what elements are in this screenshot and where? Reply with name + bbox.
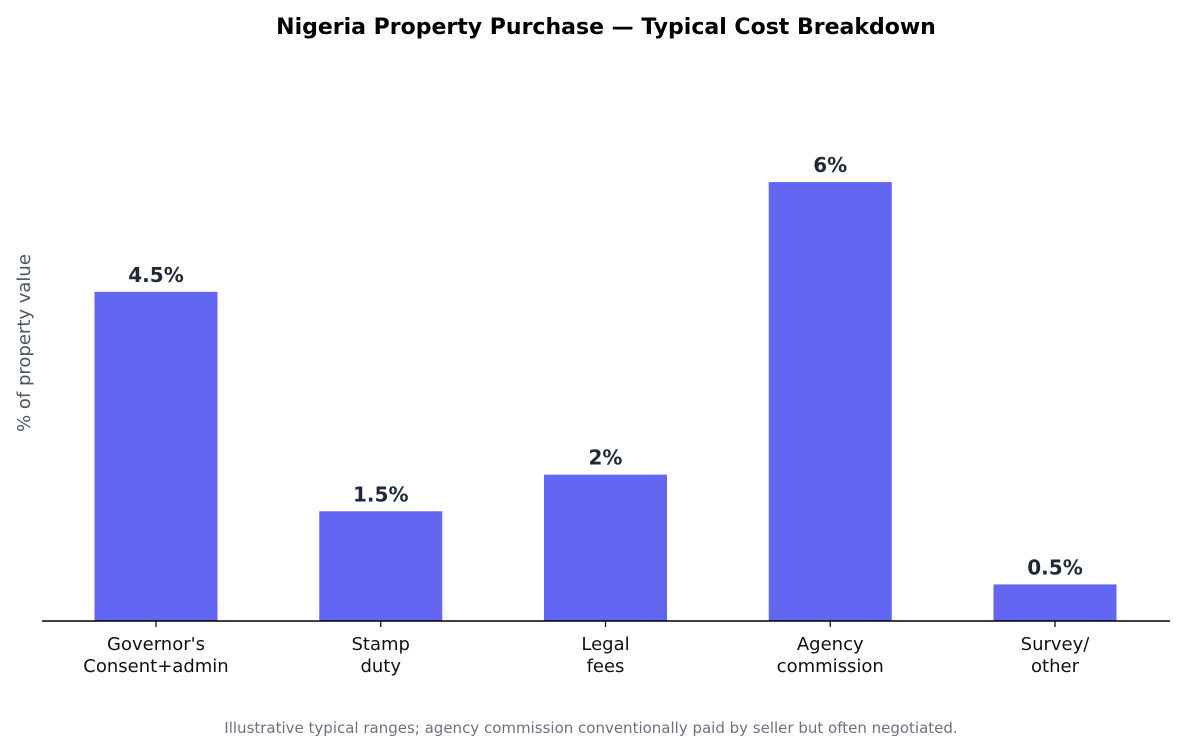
bar-value-label: 0.5% <box>1027 555 1082 579</box>
x-tick-label: Survey/other <box>1021 634 1091 677</box>
bar-value-label: 2% <box>589 446 623 470</box>
x-axis-ticks: Governor's Consent+admin Stamp duty Legal fee… <box>83 621 1090 677</box>
x-tick-label-line: Agency <box>797 634 864 655</box>
x-tick-label: Governor's Consent+admin <box>83 634 228 677</box>
x-tick-label-line: duty <box>360 656 401 677</box>
x-tick-label-line: other <box>1031 656 1080 677</box>
x-tick-label-line: Legal <box>581 634 629 655</box>
y-axis-label: % of property value <box>14 254 35 432</box>
bar <box>768 182 892 622</box>
x-tick-label-line: Survey/ <box>1021 634 1091 655</box>
x-tick-label: Legal fees <box>581 634 629 677</box>
x-tick-label: Agency commission <box>777 634 884 677</box>
chart-title: Nigeria Property Purchase — Typical Cost… <box>276 15 936 40</box>
bar <box>94 291 218 621</box>
x-tick-label-line: Consent+admin <box>83 656 228 677</box>
x-tick-label-line: commission <box>777 656 884 677</box>
x-tick-label: Stamp duty <box>352 634 410 677</box>
bar <box>993 584 1117 621</box>
bar <box>319 511 443 621</box>
x-tick-label-line: fees <box>587 656 625 677</box>
bar-value-label: 6% <box>813 153 847 177</box>
bar <box>544 474 667 621</box>
bar-series: 4.5% 1.5% 2% 6% 0.5% <box>94 153 1117 622</box>
x-tick-label-line: Governor's <box>107 634 205 655</box>
bar-value-label: 4.5% <box>128 263 183 287</box>
bar-value-label: 1.5% <box>353 482 408 506</box>
x-tick-label-line: Stamp <box>352 634 410 655</box>
chart-caption: Illustrative typical ranges; agency comm… <box>224 719 957 737</box>
